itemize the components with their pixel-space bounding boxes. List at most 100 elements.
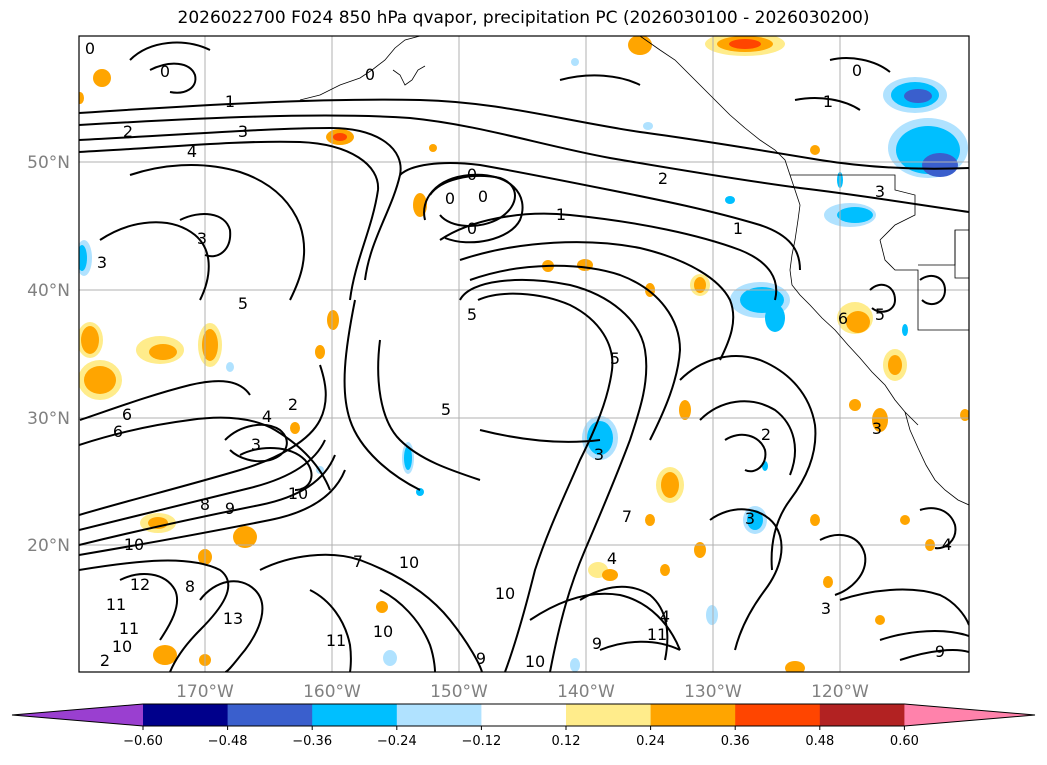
contour-label: 4: [187, 142, 197, 161]
colorbar-segment: [819, 704, 905, 726]
contour-label: 12: [130, 575, 150, 594]
lon-label-140w: 140°W: [557, 682, 615, 702]
contour-label: 7: [622, 507, 632, 526]
colorbar-tick-label: 0.48: [805, 734, 834, 749]
moisture-contours: [79, 41, 969, 672]
latitude-labels: 50°N 40°N 30°N 20°N: [27, 153, 70, 556]
colorbar-segment: [904, 704, 1035, 726]
contour-label: 0: [445, 189, 455, 208]
contour-label: 10: [124, 535, 144, 554]
contour-label: 0: [467, 165, 477, 184]
contour-label: 9: [225, 499, 235, 518]
contour-label: 6: [122, 405, 132, 424]
contour-label: 7: [353, 552, 363, 571]
contour-label: 10: [288, 484, 308, 503]
colorbar-tick-labels: −0.60 −0.48 −0.36 −0.24 −0.12 0.12 0.24 0.36 0.4…: [123, 726, 919, 749]
contour-label: 4: [942, 535, 952, 554]
colorbar-tick-label: 0.36: [721, 734, 750, 749]
contour-label: 3: [251, 435, 261, 454]
colorbar-segment: [481, 704, 567, 726]
contour-label: 6: [838, 309, 848, 328]
contour-label: 3: [821, 599, 831, 618]
contour-label: 4: [262, 407, 272, 426]
contour-label: 9: [935, 642, 945, 661]
contour-label: 3: [594, 445, 604, 464]
contour-label: 8: [200, 495, 210, 514]
colorbar-tick-label: −0.24: [377, 734, 417, 749]
lon-label-160w: 160°W: [303, 682, 361, 702]
lon-label-150w: 150°W: [430, 682, 488, 702]
contour-label: 3: [97, 253, 107, 272]
colorbar-tick-label: 0.12: [552, 734, 581, 749]
lat-label-30n: 30°N: [27, 409, 70, 429]
contour-label: 0: [467, 219, 477, 238]
contour-label: 1: [823, 92, 833, 111]
contour-label: 11: [647, 625, 667, 644]
colorbar-segment: [227, 704, 313, 726]
contour-label: 9: [592, 634, 602, 653]
precip-fill-layer: [79, 36, 969, 672]
colorbar-tick-label: 0.60: [890, 734, 919, 749]
contour-label: 0: [852, 61, 862, 80]
map-title: 2026022700 F024 850 hPa qvapor, precipit…: [177, 8, 870, 28]
colorbar-tick-label: −0.60: [123, 734, 163, 749]
colorbar-tick-label: −0.48: [208, 734, 248, 749]
colorbar-tick-label: −0.36: [292, 734, 332, 749]
contour-label: 2: [288, 395, 298, 414]
colorbar-segment: [312, 704, 398, 726]
colorbar-segment: [12, 704, 143, 726]
contour-label: 2: [761, 425, 771, 444]
contour-label: 0: [365, 65, 375, 84]
contour-label: 5: [441, 400, 451, 419]
contour-label: 10: [373, 622, 393, 641]
contour-label: 1: [225, 92, 235, 111]
colorbar: [11, 703, 1036, 727]
lat-label-50n: 50°N: [27, 153, 70, 173]
contour-label: 0: [478, 187, 488, 206]
contour-label: 13: [223, 609, 243, 628]
colorbar-tick-label: 0.24: [636, 734, 665, 749]
contour-label: 10: [525, 652, 545, 671]
graticule: [79, 36, 969, 672]
lon-label-170w: 170°W: [176, 682, 234, 702]
contour-label: 10: [112, 637, 132, 656]
coastlines: [299, 36, 969, 506]
contour-label: 10: [399, 553, 419, 572]
map-frame: [78, 35, 970, 673]
contour-label: 0: [160, 62, 170, 81]
lon-label-130w: 130°W: [684, 682, 742, 702]
contour-label: 2: [658, 169, 668, 188]
lon-label-120w: 120°W: [811, 682, 869, 702]
contour-label: 0: [85, 39, 95, 58]
contour-label: 5: [875, 305, 885, 324]
contour-label: 3: [197, 229, 207, 248]
contour-label: 11: [326, 631, 346, 650]
contour-label: 5: [467, 305, 477, 324]
contour-label: 2: [100, 651, 110, 670]
contour-label: 1: [556, 205, 566, 224]
colorbar-segment: [143, 704, 229, 726]
contour-label: 10: [495, 584, 515, 603]
contour-label: 2: [123, 122, 133, 141]
contour-label: 3: [238, 122, 248, 141]
contour-label: 4: [607, 549, 617, 568]
colorbar-segment: [650, 704, 736, 726]
map-area: [79, 36, 969, 672]
longitude-labels: 170°W 160°W 150°W 140°W 130°W 120°W: [176, 682, 869, 702]
contour-label: 1: [733, 219, 743, 238]
contour-label: 3: [872, 419, 882, 438]
colorbar-segment: [566, 704, 652, 726]
lat-label-20n: 20°N: [27, 536, 70, 556]
contour-label: 4: [660, 607, 670, 626]
contour-label: 5: [238, 294, 248, 313]
contour-label: 11: [119, 619, 139, 638]
contour-label: 3: [875, 182, 885, 201]
lat-label-40n: 40°N: [27, 281, 70, 301]
contour-label: 9: [476, 649, 486, 668]
colorbar-segment: [735, 704, 821, 726]
precip-positive-areas: [79, 36, 969, 672]
contour-label: 8: [185, 577, 195, 596]
colorbar-segment: [396, 704, 482, 726]
